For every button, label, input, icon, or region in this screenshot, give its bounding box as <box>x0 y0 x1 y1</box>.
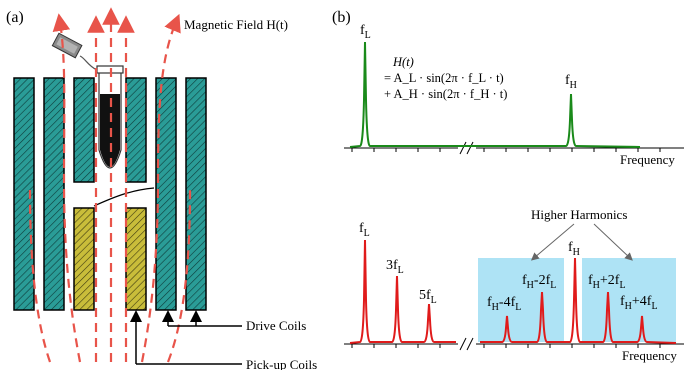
bottom-peak-fl-label: fL <box>359 221 370 239</box>
harmonics-arrow-right <box>593 223 633 261</box>
bottom-peak-fh-plus-4fl-label: fH+4fL <box>620 294 658 312</box>
harmonic-box-upper <box>582 258 676 342</box>
equation-line-1: H(t) <box>392 55 414 69</box>
harmonic-box-lower <box>478 258 564 342</box>
bottom-peak-fh-plus-2fl-label: fH+2fL <box>588 273 626 291</box>
higher-harmonics-label: Higher Harmonics <box>531 207 627 222</box>
top-axis-break <box>458 140 476 156</box>
top-peak-fl-label: fL <box>360 23 371 41</box>
equation-line-2: = A_L · sin(2π · f_L · t) <box>384 71 504 85</box>
magnetic-field-label: Magnetic Field H(t) <box>184 17 288 32</box>
pickup-coil-left <box>73 207 95 311</box>
bottom-spectrum: Higher Harmonics fL 3fL 5fL <box>344 207 684 363</box>
bottom-spectrum-trace <box>349 239 677 344</box>
panel-b: (b) fL fH H(t) = A_L <box>332 9 684 363</box>
panel-b-label: (b) <box>332 9 351 26</box>
top-axis-ticks <box>351 148 661 152</box>
bottom-peak-fh-minus-4fl-label: fH-4fL <box>487 295 521 313</box>
drive-coils-label: Drive Coils <box>246 318 306 333</box>
bottom-peak-fh-label: fH <box>568 240 580 258</box>
panel-a: (a) <box>6 7 317 370</box>
bottom-axis-break <box>458 336 476 352</box>
inner-coil-upper-right <box>125 77 147 183</box>
bottom-axis-ticks <box>351 344 661 348</box>
drive-coil-outer-left <box>13 77 35 311</box>
top-x-axis-label: Frequency <box>620 152 675 167</box>
panel-a-label: (a) <box>6 9 24 26</box>
magnetic-field-lines <box>28 7 192 363</box>
inner-coil-upper-left <box>73 77 95 183</box>
bottom-peak-fh-minus-2fl-label: fH-2fL <box>522 273 556 291</box>
bottom-peak-3fl-label: 3fL <box>386 258 404 276</box>
pickup-coil-right <box>125 207 147 311</box>
field-equation: H(t) = A_L · sin(2π · f_L · t) + A_H · s… <box>384 55 507 101</box>
bottom-x-axis-label: Frequency <box>622 348 677 363</box>
top-spectrum: fL fH H(t) = A_L · sin(2π · f_L · t) + A… <box>344 23 684 167</box>
equation-line-3: + A_H · sin(2π · f_H · t) <box>384 87 507 101</box>
bottom-peak-5fl-label: 5fL <box>419 288 437 306</box>
pickup-coils-label: Pick-up Coils <box>246 357 317 370</box>
top-peak-fh-label: fH <box>565 73 577 91</box>
pickup-wire <box>93 187 155 207</box>
harmonics-arrow-left <box>530 223 575 261</box>
top-spectrum-trace <box>349 41 641 148</box>
drive-coil-left <box>43 77 65 311</box>
